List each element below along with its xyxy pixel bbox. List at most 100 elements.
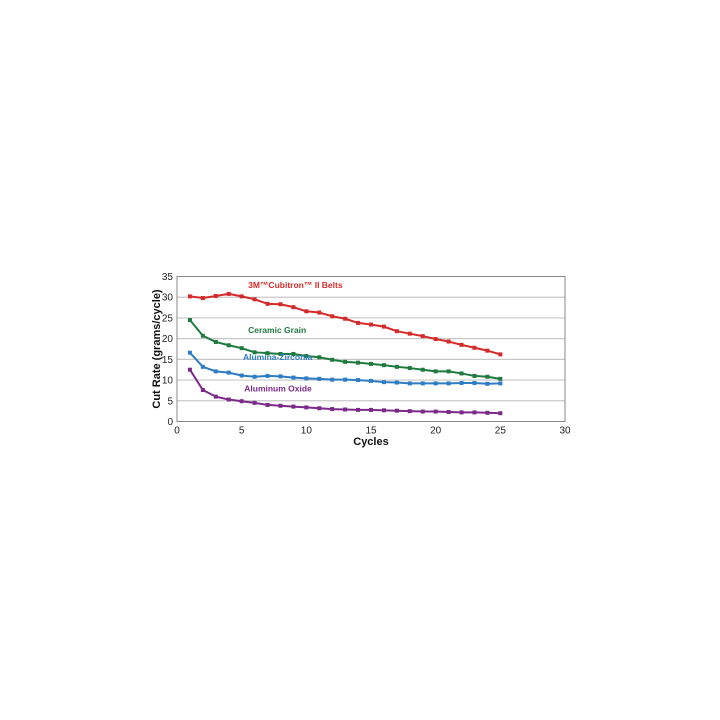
x-tick-label: 10 [301, 426, 313, 437]
data-point [317, 376, 322, 381]
y-tick-label: 35 [162, 272, 174, 283]
data-point [265, 351, 270, 356]
data-point [381, 363, 386, 368]
data-point [200, 364, 205, 369]
data-point [213, 369, 218, 374]
data-point [343, 316, 348, 321]
data-point [446, 369, 451, 374]
data-point [498, 411, 503, 416]
data-point [239, 399, 244, 404]
data-point [433, 337, 438, 342]
data-point [498, 352, 503, 357]
data-point [252, 374, 257, 379]
data-point [252, 350, 257, 355]
data-point [343, 377, 348, 382]
data-point [278, 403, 283, 408]
data-point [291, 404, 296, 409]
x-tick-label: 5 [239, 426, 245, 437]
data-point [420, 334, 425, 339]
y-tick-label: 15 [162, 355, 174, 366]
data-point [187, 350, 192, 355]
data-point [330, 407, 335, 412]
data-point [485, 410, 490, 415]
data-point [420, 381, 425, 386]
data-point [265, 402, 270, 407]
data-point [472, 373, 477, 378]
data-point [291, 305, 296, 310]
x-tick-label: 25 [495, 426, 507, 437]
x-tick-label: 30 [559, 426, 571, 437]
data-point [200, 333, 205, 338]
data-point [459, 410, 464, 415]
data-point [407, 366, 412, 371]
data-point [213, 394, 218, 399]
data-point [459, 371, 464, 376]
data-point [420, 367, 425, 372]
data-point [498, 381, 503, 386]
data-point [485, 374, 490, 379]
data-point [330, 357, 335, 362]
data-point [252, 297, 257, 302]
data-point [394, 329, 399, 334]
data-point [407, 381, 412, 386]
data-point [446, 409, 451, 414]
data-point [472, 345, 477, 350]
x-axis-label: Cycles [353, 436, 388, 448]
data-point [407, 331, 412, 336]
data-point [356, 320, 361, 325]
data-point [394, 364, 399, 369]
data-point [304, 376, 309, 381]
data-point [369, 407, 373, 412]
x-tick-label: 20 [430, 426, 442, 437]
data-point [187, 294, 192, 299]
series-label: 3M™Cubitron™ II Belts [248, 280, 343, 290]
data-point [369, 361, 373, 366]
data-point [485, 381, 490, 386]
y-tick-label: 5 [167, 396, 173, 407]
data-point [304, 309, 309, 314]
data-point [291, 351, 296, 356]
data-point [433, 369, 438, 374]
data-point [226, 397, 231, 402]
data-point [330, 377, 335, 382]
y-tick-label: 0 [167, 417, 173, 428]
data-point [381, 324, 386, 329]
data-point [394, 380, 399, 385]
data-point [226, 370, 231, 375]
data-point [446, 381, 451, 386]
y-tick-label: 20 [162, 334, 174, 345]
data-point [252, 400, 257, 405]
data-point [304, 405, 309, 410]
data-point [498, 376, 503, 381]
plot-frame [176, 276, 566, 422]
y-tick-label: 30 [162, 293, 174, 304]
data-point [304, 354, 309, 359]
data-point [239, 294, 244, 299]
data-point [200, 296, 205, 301]
y-tick-label: 25 [162, 313, 174, 324]
data-point [459, 380, 464, 385]
data-point [187, 367, 192, 372]
series-label: Ceramic Grain [248, 325, 306, 335]
y-tick-label: 10 [162, 376, 174, 387]
series-label: Alumina-Zirconia [243, 352, 313, 362]
data-point [472, 380, 477, 385]
data-point [343, 359, 348, 364]
data-point [369, 378, 373, 383]
data-point [407, 409, 412, 414]
x-tick-label: 15 [365, 426, 377, 437]
data-point [200, 388, 205, 393]
data-point [317, 406, 322, 411]
data-point [226, 343, 231, 348]
data-point [213, 339, 218, 344]
data-point [330, 314, 335, 319]
data-point [381, 380, 386, 385]
y-axis-label: Cut Rate (grams/cycle) [151, 289, 163, 409]
data-point [291, 375, 296, 380]
data-point [356, 407, 361, 412]
data-point [356, 378, 361, 383]
data-point [343, 407, 348, 412]
data-point [433, 381, 438, 386]
data-point [213, 293, 218, 298]
